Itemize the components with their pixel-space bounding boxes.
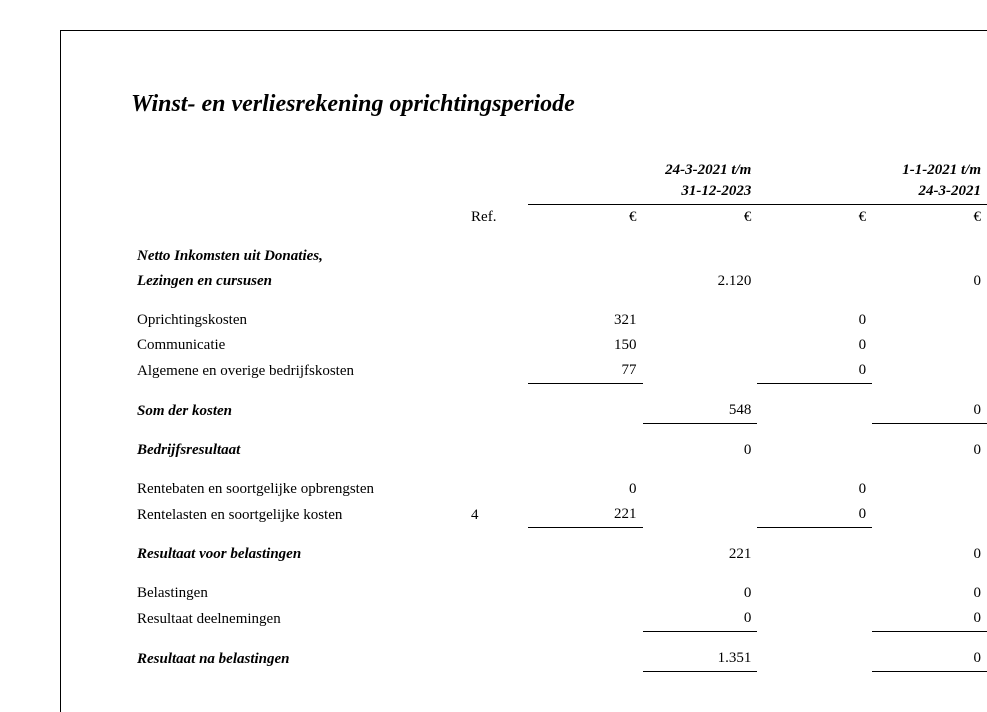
oprichtingskosten-p2: 0 xyxy=(757,308,872,333)
bedrijfsresultaat-p2: 0 xyxy=(872,438,987,463)
rentelasten-p2: 0 xyxy=(757,502,872,528)
rentebaten-p1: 0 xyxy=(528,477,643,502)
algemene-p1: 77 xyxy=(528,358,643,384)
rentebaten-p2: 0 xyxy=(757,477,872,502)
rentelasten-label: Rentelasten en soortgelijke kosten xyxy=(131,502,465,528)
row-netto-2: Lezingen en cursusen 2.120 0 xyxy=(131,269,987,294)
financial-table: 24-3-2021 t/m 31-12-2023 1-1-2021 t/m 24… xyxy=(131,158,987,672)
oprichtingskosten-label: Oprichtingskosten xyxy=(131,308,465,333)
currency-p1b: € xyxy=(643,205,758,231)
resultaat-voor-p2: 0 xyxy=(872,542,987,567)
row-resultaat-voor: Resultaat voor belastingen 221 0 xyxy=(131,542,987,567)
bedrijfsresultaat-p1: 0 xyxy=(643,438,758,463)
belastingen-p1: 0 xyxy=(643,581,758,606)
bedrijfsresultaat-label: Bedrijfsresultaat xyxy=(131,438,465,463)
period1-header: 24-3-2021 t/m 31-12-2023 xyxy=(528,158,758,205)
row-rentebaten: Rentebaten en soortgelijke opbrengsten 0… xyxy=(131,477,987,502)
row-deelnemingen: Resultaat deelnemingen 0 0 xyxy=(131,606,987,632)
belastingen-p2: 0 xyxy=(872,581,987,606)
communicatie-label: Communicatie xyxy=(131,333,465,358)
row-som: Som der kosten 548 0 xyxy=(131,398,987,424)
algemene-p2: 0 xyxy=(757,358,872,384)
belastingen-label: Belastingen xyxy=(131,581,465,606)
row-rentelasten: Rentelasten en soortgelijke kosten 4 221… xyxy=(131,502,987,528)
period2-header: 1-1-2021 t/m 24-3-2021 xyxy=(757,158,987,205)
rentelasten-ref: 4 xyxy=(465,502,528,528)
resultaat-na-p1: 1.351 xyxy=(643,646,758,672)
page-title: Winst- en verliesrekening oprichtingsper… xyxy=(131,91,987,118)
netto-label2: Lezingen en cursusen xyxy=(131,269,465,294)
ref-header: Ref. xyxy=(465,205,528,231)
period2-line2: 24-3-2021 xyxy=(763,181,981,202)
period2-line1: 1-1-2021 t/m xyxy=(763,160,981,181)
netto-label1: Netto Inkomsten uit Donaties, xyxy=(131,244,465,269)
resultaat-voor-label: Resultaat voor belastingen xyxy=(131,542,465,567)
header-currency-row: Ref. € € € € xyxy=(131,205,987,231)
row-communicatie: Communicatie 150 0 xyxy=(131,333,987,358)
row-algemene: Algemene en overige bedrijfskosten 77 0 xyxy=(131,358,987,384)
som-p2: 0 xyxy=(872,398,987,424)
algemene-label: Algemene en overige bedrijfskosten xyxy=(131,358,465,384)
header-period-row: 24-3-2021 t/m 31-12-2023 1-1-2021 t/m 24… xyxy=(131,158,987,205)
communicatie-p1: 150 xyxy=(528,333,643,358)
som-label: Som der kosten xyxy=(131,398,465,424)
page: Winst- en verliesrekening oprichtingsper… xyxy=(60,30,987,712)
rentebaten-label: Rentebaten en soortgelijke opbrengsten xyxy=(131,477,465,502)
oprichtingskosten-p1: 321 xyxy=(528,308,643,333)
deelnemingen-p2: 0 xyxy=(872,606,987,632)
netto-p2: 0 xyxy=(872,269,987,294)
resultaat-na-p2: 0 xyxy=(872,646,987,672)
period1-line1: 24-3-2021 t/m xyxy=(534,160,752,181)
resultaat-na-label: Resultaat na belastingen xyxy=(131,646,465,672)
netto-p1: 2.120 xyxy=(643,269,758,294)
deelnemingen-label: Resultaat deelnemingen xyxy=(131,606,465,632)
row-netto-1: Netto Inkomsten uit Donaties, xyxy=(131,244,987,269)
rentelasten-p1: 221 xyxy=(528,502,643,528)
resultaat-voor-p1: 221 xyxy=(643,542,758,567)
currency-p2a: € xyxy=(757,205,872,231)
currency-p2b: € xyxy=(872,205,987,231)
row-oprichtingskosten: Oprichtingskosten 321 0 xyxy=(131,308,987,333)
period1-line2: 31-12-2023 xyxy=(534,181,752,202)
row-belastingen: Belastingen 0 0 xyxy=(131,581,987,606)
row-resultaat-na: Resultaat na belastingen 1.351 0 xyxy=(131,646,987,672)
som-p1: 548 xyxy=(643,398,758,424)
row-bedrijfsresultaat: Bedrijfsresultaat 0 0 xyxy=(131,438,987,463)
communicatie-p2: 0 xyxy=(757,333,872,358)
deelnemingen-p1: 0 xyxy=(643,606,758,632)
currency-p1a: € xyxy=(528,205,643,231)
